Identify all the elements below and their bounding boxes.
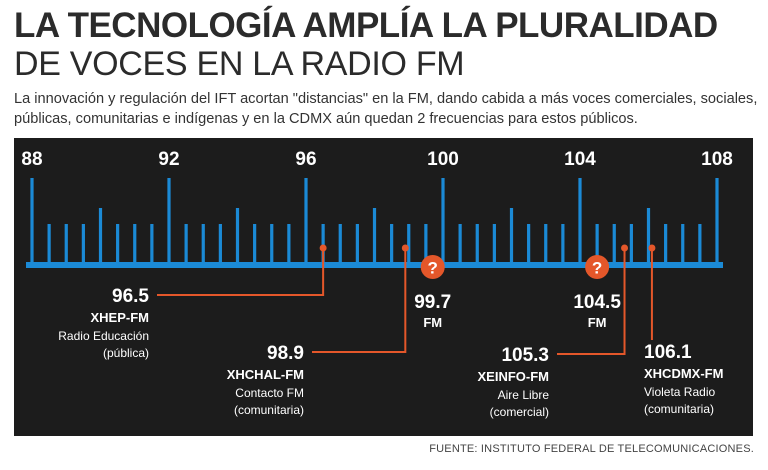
- dial-tick: [116, 224, 120, 265]
- station-callsign: XHCDMX-FM: [644, 366, 723, 381]
- dial-tick: [64, 224, 68, 265]
- dial-tick: [30, 178, 34, 265]
- scale-label: 96: [295, 149, 316, 170]
- station-frequency: 106.1: [644, 342, 692, 363]
- dial-tick: [287, 224, 291, 265]
- dial-tick: [133, 224, 137, 265]
- vacant-unit: FM: [423, 315, 442, 330]
- dial-tick: [612, 224, 616, 265]
- dial-tick: [253, 224, 257, 265]
- station-type: (comunitaria): [234, 403, 304, 417]
- scale-label: 104: [564, 149, 596, 170]
- dial-tick: [407, 224, 411, 265]
- dial-baseline: [26, 262, 723, 268]
- dial-tick: [47, 224, 51, 265]
- dial-tick: [218, 224, 222, 265]
- station-callsign: XEINFO-FM: [478, 369, 550, 384]
- dial-tick: [646, 208, 651, 265]
- dial-tick: [424, 224, 428, 265]
- vacant-frequency-marker: [585, 255, 610, 279]
- dial-tick: [544, 224, 548, 265]
- dial-tick: [338, 224, 342, 265]
- subtitle: La innovación y regulación del IFT acort…: [14, 91, 758, 127]
- dial-tick: [509, 208, 514, 265]
- station-callsign: XHCHAL-FM: [227, 367, 304, 382]
- dial-tick: [441, 178, 445, 265]
- vacant-unit: FM: [588, 315, 607, 330]
- dial-tick: [492, 224, 496, 265]
- dial-tick: [561, 224, 565, 265]
- station-type: (pública): [103, 346, 149, 360]
- station-leader-line: [557, 248, 626, 355]
- station-frequency: 96.5: [112, 286, 149, 307]
- vacant-frequency: 104.5: [573, 292, 621, 313]
- fm-dial-panel: 88 92 96 100 104 108 96.5 XHEP-FM Radio Educació…: [14, 138, 753, 436]
- dial-tick: [270, 224, 274, 265]
- station-leader-line: [312, 248, 407, 353]
- vacant-frequency-marker: [420, 255, 445, 279]
- station-type: (comercial): [490, 405, 549, 419]
- station-frequency: 98.9: [267, 343, 304, 364]
- station-name: Contacto FM: [235, 386, 304, 400]
- title-line-2: DE VOCES EN LA RADIO FM: [14, 45, 465, 83]
- dial-tick: [578, 178, 582, 265]
- dial-tick: [184, 224, 188, 265]
- dial-tick: [81, 224, 85, 265]
- scale-label: 108: [701, 149, 733, 170]
- dial-tick: [372, 208, 377, 265]
- dial-tick: [201, 224, 205, 265]
- station-name: Aire Libre: [498, 388, 550, 402]
- dial-tick: [167, 178, 171, 265]
- dial-tick: [664, 224, 668, 265]
- dial-tick: [595, 224, 599, 265]
- dial-tick: [355, 224, 359, 265]
- dial-tick: [390, 224, 394, 265]
- dial-tick: [698, 224, 702, 265]
- dial-tick: [681, 224, 685, 265]
- dial-tick: [527, 224, 531, 265]
- scale-label: 100: [427, 149, 459, 170]
- vacant-frequency: 99.7: [414, 292, 451, 313]
- station-frequency: 105.3: [501, 345, 549, 366]
- question-mark-icon: ?: [428, 259, 438, 278]
- dial-tick: [458, 224, 462, 265]
- station-type: (comunitaria): [644, 402, 714, 416]
- station-callsign: XHEP-FM: [91, 310, 150, 325]
- station-name: Radio Educación: [58, 329, 149, 343]
- scale-label: 88: [21, 149, 42, 170]
- dial-tick: [235, 208, 240, 265]
- dial-tick: [715, 178, 719, 265]
- dial-tick: [629, 224, 633, 265]
- dial-tick: [304, 178, 308, 265]
- dial-tick: [98, 208, 103, 265]
- question-mark-icon: ?: [592, 259, 602, 278]
- scale-label: 92: [158, 149, 179, 170]
- source-note: FUENTE: INSTITUTO FEDERAL DE TELECOMUNIC…: [429, 443, 754, 455]
- fm-dial-graphic: 88 92 96 100 104 108 96.5 XHEP-FM Radio Educació…: [21, 149, 733, 419]
- station-name: Violeta Radio: [644, 385, 715, 399]
- station-leader-line: [157, 248, 325, 296]
- dial-tick: [475, 224, 479, 265]
- title-line-1: LA TECNOLOGÍA AMPLÍA LA PLURALIDAD: [14, 6, 718, 45]
- dial-tick: [150, 224, 154, 265]
